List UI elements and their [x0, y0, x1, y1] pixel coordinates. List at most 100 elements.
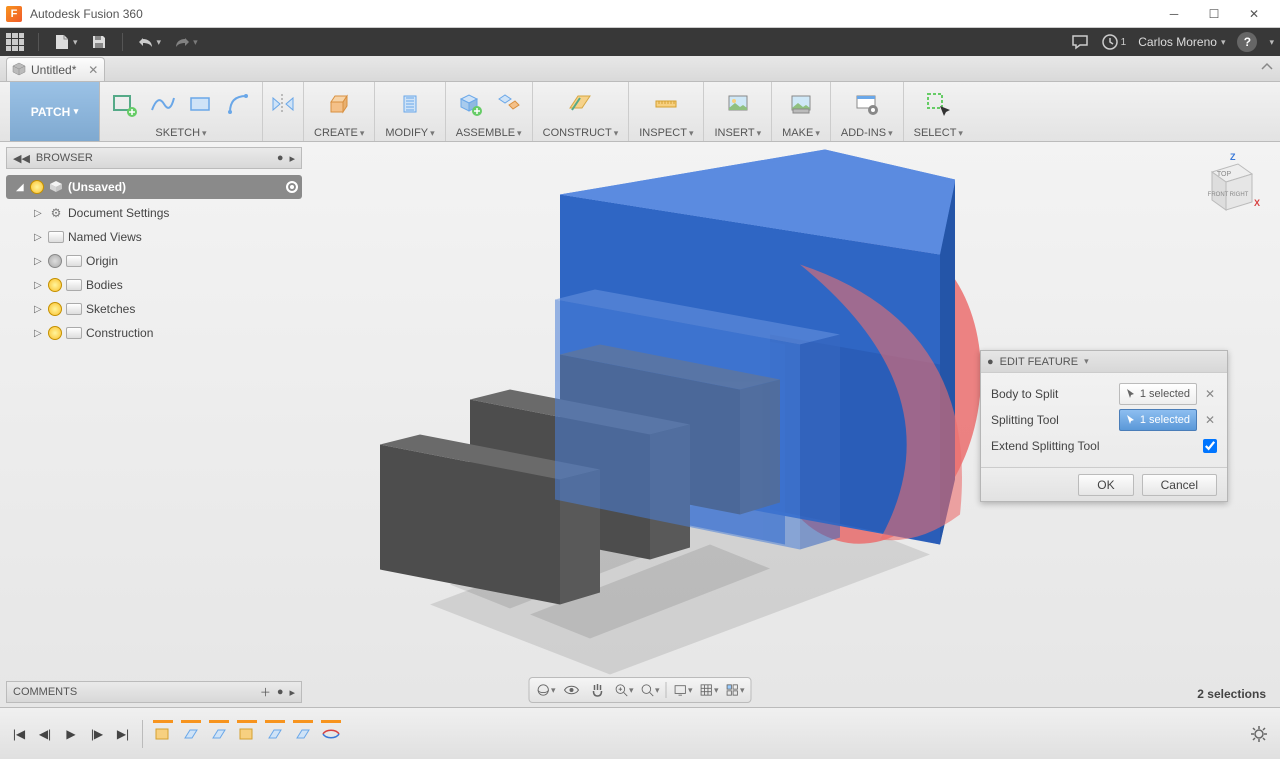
clear-selection-icon[interactable]: ✕ — [1203, 413, 1217, 427]
file-menu[interactable]: ▾ — [53, 33, 78, 51]
display-settings-icon[interactable]: ▾ — [673, 680, 693, 700]
user-menu[interactable]: Carlos Moreno▾ — [1138, 35, 1225, 49]
joint-icon[interactable] — [494, 90, 522, 118]
arc-icon[interactable] — [224, 90, 252, 118]
timeline-start-icon[interactable]: |◀ — [8, 723, 30, 745]
ribbon-label[interactable]: SELECT▾ — [914, 127, 963, 139]
timeline-feature[interactable] — [235, 720, 259, 748]
close-window-button[interactable]: ✕ — [1234, 0, 1274, 28]
ribbon-label[interactable]: INSPECT▾ — [639, 127, 693, 139]
collapse-icon[interactable]: ◀◀ — [13, 152, 30, 165]
comments-panel[interactable]: COMMENTS ＋ ● ▸ — [6, 681, 302, 703]
timeline-step-fwd-icon[interactable]: |▶ — [86, 723, 108, 745]
view-cube[interactable]: Z X TOP FRONT RIGHT — [1192, 150, 1262, 220]
expand-icon[interactable]: ▸ — [289, 152, 295, 165]
minimize-button[interactable]: ─ — [1154, 0, 1194, 28]
create-sketch-icon[interactable] — [110, 90, 138, 118]
viewport-layout-icon[interactable]: ▾ — [725, 680, 745, 700]
selection-chip[interactable]: 1 selected — [1119, 383, 1197, 405]
maximize-button[interactable]: ☐ — [1194, 0, 1234, 28]
new-component-icon[interactable] — [456, 90, 484, 118]
browser-header[interactable]: ◀◀ BROWSER ● ▸ — [6, 147, 302, 169]
spline-icon[interactable] — [148, 90, 176, 118]
collapse-dot-icon[interactable]: ● — [987, 356, 994, 368]
dialog-header[interactable]: ● EDIT FEATURE ▾ — [981, 351, 1227, 373]
undo-button[interactable]: ▾ — [137, 35, 162, 49]
expand-triangle-icon[interactable]: ▷ — [34, 232, 44, 243]
settings-dot-icon[interactable]: ● — [277, 152, 284, 164]
expand-triangle-icon[interactable]: ▷ — [34, 328, 44, 339]
document-tab[interactable]: Untitled* ✕ — [6, 57, 105, 81]
selection-chip[interactable]: 1 selected — [1119, 409, 1197, 431]
fit-icon[interactable]: ▾ — [640, 680, 660, 700]
job-status-icon[interactable]: 1 — [1101, 33, 1127, 51]
timeline-feature[interactable] — [179, 720, 203, 748]
expand-triangle-icon[interactable]: ◢ — [16, 182, 26, 193]
extrude-icon[interactable] — [325, 90, 353, 118]
timeline-settings-icon[interactable] — [1248, 723, 1270, 745]
timeline-end-icon[interactable]: ▶| — [112, 723, 134, 745]
mirror-icon[interactable] — [269, 90, 297, 118]
timeline-feature[interactable] — [319, 720, 343, 748]
data-panel-icon[interactable] — [6, 33, 24, 51]
expand-triangle-icon[interactable]: ▷ — [34, 256, 44, 267]
help-button[interactable]: ? — [1237, 32, 1257, 52]
ribbon-label[interactable]: ASSEMBLE▾ — [456, 127, 522, 139]
print-icon[interactable] — [787, 90, 815, 118]
ribbon-label[interactable]: MAKE▾ — [782, 127, 820, 139]
ribbon-label[interactable]: INSERT▾ — [714, 127, 761, 139]
settings-dot-icon[interactable]: ● — [277, 686, 284, 698]
look-icon[interactable] — [562, 680, 582, 700]
visibility-bulb-icon[interactable] — [48, 302, 62, 316]
expand-triangle-icon[interactable]: ▷ — [34, 208, 44, 219]
tree-item[interactable]: ▷Construction — [6, 321, 302, 345]
tree-root[interactable]: ◢ (Unsaved) — [6, 175, 302, 199]
radio-icon[interactable] — [286, 181, 298, 193]
cancel-button[interactable]: Cancel — [1142, 474, 1217, 496]
timeline-feature[interactable] — [151, 720, 175, 748]
grid-settings-icon[interactable]: ▾ — [699, 680, 719, 700]
pan-icon[interactable] — [588, 680, 608, 700]
visibility-bulb-icon[interactable] — [48, 278, 62, 292]
tree-item[interactable]: ▷Origin — [6, 249, 302, 273]
timeline-feature[interactable] — [291, 720, 315, 748]
ribbon-label[interactable]: ADD-INS▾ — [841, 127, 893, 139]
ok-button[interactable]: OK — [1078, 474, 1133, 496]
visibility-bulb-icon[interactable] — [48, 254, 62, 268]
timeline-play-icon[interactable]: ▶ — [60, 723, 82, 745]
tree-item[interactable]: ▷⚙Document Settings — [6, 201, 302, 225]
timeline-feature[interactable] — [263, 720, 287, 748]
notification-icon[interactable] — [1071, 34, 1089, 50]
save-button[interactable] — [90, 33, 108, 51]
expand-ribbon-icon[interactable] — [1260, 60, 1274, 77]
visibility-bulb-icon[interactable] — [48, 326, 62, 340]
add-comment-icon[interactable]: ＋ — [260, 684, 271, 700]
tree-item[interactable]: ▷Named Views — [6, 225, 302, 249]
select-icon[interactable] — [924, 90, 952, 118]
orbit-icon[interactable]: ▾ — [536, 680, 556, 700]
ribbon-label[interactable]: MODIFY▾ — [385, 127, 434, 139]
expand-triangle-icon[interactable]: ▷ — [34, 280, 44, 291]
ribbon-label[interactable]: SKETCH▾ — [155, 127, 206, 139]
zoom-icon[interactable]: ▾ — [614, 680, 634, 700]
clear-selection-icon[interactable]: ✕ — [1203, 387, 1217, 401]
tree-item[interactable]: ▷Bodies — [6, 273, 302, 297]
ribbon-label[interactable]: CONSTRUCT▾ — [543, 127, 619, 139]
timeline-step-back-icon[interactable]: ◀| — [34, 723, 56, 745]
tree-item[interactable]: ▷Sketches — [6, 297, 302, 321]
redo-button[interactable]: ▾ — [173, 35, 198, 49]
timeline-feature[interactable] — [207, 720, 231, 748]
visibility-bulb-icon[interactable] — [30, 180, 44, 194]
extend-checkbox[interactable] — [1203, 439, 1217, 453]
expand-triangle-icon[interactable]: ▷ — [34, 304, 44, 315]
ribbon-label[interactable]: CREATE▾ — [314, 127, 364, 139]
plane-icon[interactable] — [566, 90, 594, 118]
expand-icon[interactable]: ▸ — [289, 686, 295, 699]
insert-icon[interactable] — [724, 90, 752, 118]
workspace-selector[interactable]: PATCH ▾ — [10, 82, 100, 141]
measure-icon[interactable] — [652, 90, 680, 118]
press-pull-icon[interactable] — [396, 90, 424, 118]
addins-icon[interactable] — [853, 90, 881, 118]
close-tab-icon[interactable]: ✕ — [88, 63, 98, 77]
rectangle-icon[interactable] — [186, 90, 214, 118]
